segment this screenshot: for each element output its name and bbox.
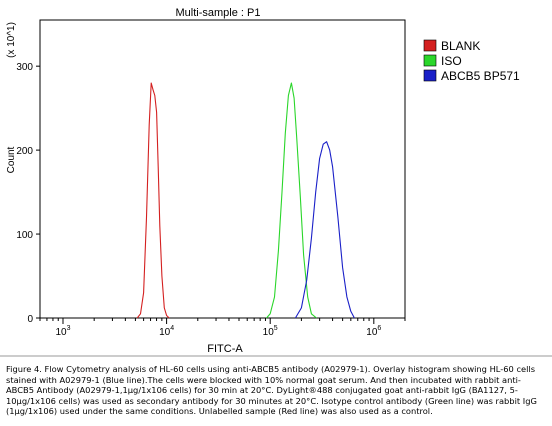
series-line-blank [136,82,170,319]
x-tick-label: 104 [159,325,174,338]
y-tick-label: 100 [16,230,33,241]
x-axis-label: FITC-A [207,343,243,355]
legend-swatch [423,39,437,52]
x-tick-label: 103 [55,325,70,338]
plot-frame [39,19,406,319]
figure-caption: Figure 4. Flow Cytometry analysis of HL-… [6,364,537,417]
legend-swatch [423,69,437,82]
y-axis-ticks: 0 100 200 300 [16,62,40,325]
x-axis-ticks: 103 104 105 106 [39,318,406,338]
y-axis-label: Count [6,146,17,173]
legend-swatch [423,54,437,67]
series-lines [136,82,355,319]
legend-label: ABCB5 BP571 [441,69,520,83]
x-tick-label: 106 [366,325,381,338]
series-line-abcb5-bp571 [294,141,355,319]
y-tick-label: 200 [16,146,33,157]
y-tick-label: 300 [16,62,33,73]
y-axis-multiplier: (x 10^1) [6,22,17,58]
legend-label: BLANK [441,39,480,53]
chart-title: Multi-sample : P1 [176,7,261,19]
legend-label: ISO [441,54,462,68]
series-line-iso [266,82,317,319]
y-tick-label: 0 [27,314,33,325]
y-axis-label-group: (x 10^1) Count [6,22,17,173]
x-tick-label: 105 [263,325,278,338]
